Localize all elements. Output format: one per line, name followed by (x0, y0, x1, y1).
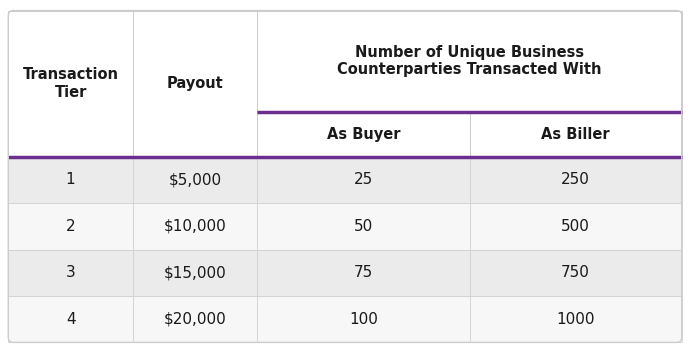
Bar (8, 11, 133, 157)
Text: Number of Unique Business
Counterparties Transacted With: Number of Unique Business Counterparties… (337, 45, 602, 77)
Bar (470, 157, 682, 203)
Bar (470, 203, 682, 250)
Bar (133, 157, 257, 203)
Text: Payout: Payout (167, 76, 224, 91)
Text: 1000: 1000 (556, 312, 595, 327)
Text: $20,000: $20,000 (164, 312, 226, 327)
Text: 50: 50 (354, 219, 373, 234)
Bar (8, 203, 133, 250)
Bar (8, 157, 133, 203)
Text: 750: 750 (561, 265, 590, 280)
Bar (257, 203, 470, 250)
Bar (470, 250, 682, 296)
Bar (257, 112, 470, 157)
Text: 25: 25 (354, 172, 373, 187)
Text: As Buyer: As Buyer (327, 127, 400, 142)
Text: 3: 3 (66, 265, 75, 280)
Bar (470, 296, 682, 342)
Bar (133, 203, 257, 250)
Bar (133, 250, 257, 296)
Text: 1: 1 (66, 172, 75, 187)
Text: Transaction
Tier: Transaction Tier (23, 67, 119, 100)
Bar (257, 11, 682, 112)
Text: As Biller: As Biller (542, 127, 610, 142)
Text: $5,000: $5,000 (168, 172, 221, 187)
Bar (8, 296, 133, 342)
Text: 100: 100 (349, 312, 378, 327)
Bar (133, 11, 257, 157)
Bar (257, 157, 470, 203)
Text: 4: 4 (66, 312, 75, 327)
Bar (8, 250, 133, 296)
Bar (257, 250, 470, 296)
Bar (470, 112, 682, 157)
Bar (257, 296, 470, 342)
Text: 500: 500 (561, 219, 590, 234)
Text: $15,000: $15,000 (164, 265, 226, 280)
Bar (133, 296, 257, 342)
Text: $10,000: $10,000 (164, 219, 226, 234)
Text: 75: 75 (354, 265, 373, 280)
Text: 250: 250 (561, 172, 590, 187)
Text: 2: 2 (66, 219, 75, 234)
